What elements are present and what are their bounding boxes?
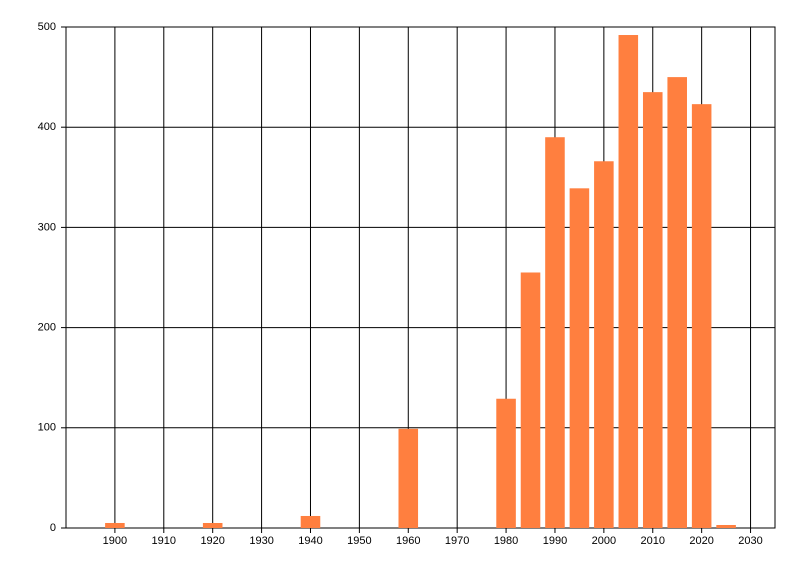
bar <box>520 272 541 528</box>
y-tick-label: 300 <box>38 221 56 233</box>
x-tick-label: 1910 <box>152 535 176 547</box>
bar <box>398 428 419 528</box>
x-tick-label: 1930 <box>249 535 273 547</box>
bar <box>569 188 590 528</box>
bar <box>618 35 639 529</box>
y-tick-label: 0 <box>50 522 56 534</box>
y-tick-label: 500 <box>38 21 56 33</box>
bar <box>642 92 663 528</box>
x-tick-label: 1920 <box>200 535 224 547</box>
y-tick-label: 400 <box>38 121 56 133</box>
bar <box>545 137 565 528</box>
x-tick-label: 1900 <box>103 535 127 547</box>
x-tick-label: 2020 <box>689 535 713 547</box>
bar <box>202 522 223 528</box>
y-tick-label: 100 <box>38 422 56 434</box>
y-tick-label: 200 <box>38 322 56 334</box>
x-tick-label: 2030 <box>738 535 762 547</box>
bar <box>496 398 516 528</box>
bar <box>716 524 736 528</box>
x-tick-label: 1980 <box>494 535 518 547</box>
x-tick-label: 1960 <box>396 535 420 547</box>
bar <box>594 161 614 528</box>
bar <box>105 522 125 528</box>
x-tick-label: 1970 <box>445 535 469 547</box>
x-tick-label: 2000 <box>592 535 616 547</box>
bar <box>691 104 712 529</box>
x-tick-label: 2010 <box>641 535 665 547</box>
x-tick-label: 1990 <box>543 535 567 547</box>
bar <box>667 77 687 528</box>
x-tick-label: 1940 <box>298 535 322 547</box>
x-tick-label: 1950 <box>347 535 371 547</box>
bar <box>300 515 321 528</box>
